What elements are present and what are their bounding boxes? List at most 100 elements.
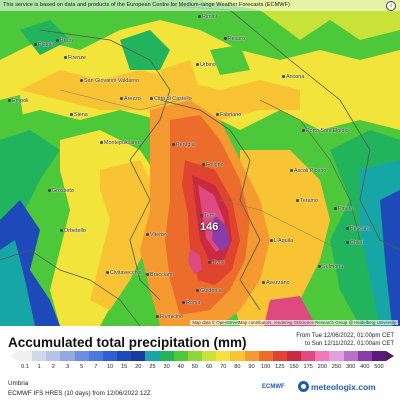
legend-tick-label: 400: [360, 364, 370, 370]
legend-swatch: [286, 351, 302, 361]
city-label: Pineto: [334, 206, 353, 212]
city-label: Grosseto: [48, 188, 74, 194]
city-name: Viterbo: [150, 232, 167, 238]
precipitation-field: [0, 0, 400, 326]
city-marker-icon: [318, 265, 321, 269]
legend-tick-label: 7: [94, 364, 98, 370]
city-name: Avezzano: [266, 280, 290, 286]
city-name: Civitavecchia: [110, 270, 142, 276]
city-marker-icon: [146, 233, 149, 237]
city-label: Prato: [56, 38, 73, 44]
legend-tick-label: 40: [177, 364, 184, 370]
city-name: Porto Sant'Elpidio: [306, 128, 349, 134]
region-label: Umbria: [8, 380, 29, 387]
city-label: Avezzano: [262, 280, 290, 286]
legend-tick-label: 150: [289, 364, 299, 370]
legend-tick-label: 3: [65, 364, 70, 370]
legend-tick-label: 100: [261, 364, 271, 370]
city-marker-icon: [208, 261, 211, 265]
legend-swatch: [315, 351, 330, 361]
city-marker-icon: [296, 199, 299, 203]
city-label: Ascoli Piceno: [290, 168, 326, 174]
city-label: Pescara: [346, 226, 370, 232]
city-marker-icon: [196, 289, 199, 293]
legend-swatch: [74, 351, 89, 361]
legend-tick-labels: 0.1 1 2 3 5 7 10 15 20 25 30 40 50 60 70 80 90 100 125 150 1…: [10, 364, 394, 372]
legend-tick-label: 1: [37, 364, 41, 370]
city-label: Città di Castello: [150, 96, 192, 102]
color-scale-legend: [10, 351, 395, 361]
city-name: Chieti: [350, 240, 364, 246]
city-label: Viterbo: [146, 232, 167, 238]
city-marker-icon: [224, 37, 227, 41]
city-marker-icon: [80, 79, 83, 83]
legend-swatch: [173, 351, 188, 361]
legend-tick-label: 10: [106, 364, 114, 370]
legend-tick-label: 500: [374, 364, 384, 370]
legend-tick-label: 5: [80, 364, 84, 370]
legend-swatch: [301, 351, 316, 361]
legend-tick-label: 175: [303, 364, 313, 370]
meteologix-logo-icon: [298, 381, 309, 392]
city-name: Urbino: [200, 62, 216, 68]
legend-swatch: [60, 351, 75, 361]
city-label: Tivoli: [208, 260, 224, 266]
model-run-label: ECMWF IFS HRES (10 days) from 12/06/2022…: [8, 390, 151, 397]
city-marker-icon: [198, 15, 201, 19]
legend-swatch: [244, 351, 259, 361]
legend-swatch: [258, 351, 273, 361]
city-marker-icon: [64, 56, 67, 60]
city-marker-icon: [270, 239, 273, 243]
city-marker-icon: [34, 43, 37, 47]
city-name: Bracciano: [150, 272, 174, 278]
legend-swatch: [216, 351, 231, 361]
ecmwf-disclaimer-banner: This service is based on data and produc…: [0, 0, 400, 11]
city-label: Ancona: [282, 74, 304, 80]
city-name: Sulmona: [322, 264, 344, 270]
forecast-period: From Tue 12/06/2022, 01:00pm CET to Sun …: [296, 333, 394, 348]
city-label: Foligno: [202, 162, 224, 168]
city-name: Montepulciano: [104, 140, 140, 146]
city-name: L'Aquila: [274, 238, 294, 244]
city-label: Pesaro: [224, 36, 245, 42]
city-label: Fabriano: [216, 112, 241, 118]
city-label: San Giovanni Valdarno: [80, 78, 139, 84]
legend-swatch: [131, 351, 146, 361]
legend-swatch: [371, 351, 387, 361]
city-name: Grosseto: [52, 188, 74, 194]
legend-tick-label: 0.1: [21, 364, 29, 370]
city-name: Firenze: [68, 55, 86, 61]
city-label: Porto Sant'Elpidio: [302, 128, 349, 134]
legend-swatch: [230, 351, 245, 361]
legend-tick-label: 25: [149, 364, 156, 370]
city-marker-icon: [70, 113, 73, 117]
city-marker-icon: [8, 99, 11, 103]
meteologix-logo[interactable]: meteologix.com: [298, 381, 376, 392]
legend-tick-label: 300: [345, 364, 356, 370]
legend-swatch: [145, 351, 160, 361]
city-name: Guidonia: [200, 288, 222, 294]
precipitation-map[interactable]: This service is based on data and produc…: [0, 0, 400, 326]
city-marker-icon: [120, 97, 123, 101]
city-name: Città di Castello: [154, 96, 192, 102]
legend-tick-label: 90: [248, 364, 255, 370]
info-icon[interactable]: i: [386, 1, 396, 11]
city-marker-icon: [200, 214, 203, 218]
city-marker-icon: [262, 281, 265, 285]
legend-swatch: [187, 351, 203, 361]
city-name: Fabriano: [220, 112, 242, 118]
city-label: Firenze: [64, 55, 86, 61]
legend-swatch: [357, 351, 372, 361]
city-name: Empoli: [12, 98, 29, 104]
legend-swatch: [343, 351, 358, 361]
city-name: Perugia: [176, 142, 195, 148]
city-marker-icon: [60, 229, 63, 233]
city-name: Rimini: [202, 14, 217, 20]
city-marker-icon: [346, 241, 349, 245]
city-label: Bracciano: [146, 272, 174, 278]
legend-tick-label: 2: [51, 364, 55, 370]
legend-tick-label: 200: [317, 364, 327, 370]
city-name: Teramo: [300, 198, 318, 204]
legend-swatch: [88, 351, 103, 361]
city-label: Arezzo: [120, 96, 141, 102]
